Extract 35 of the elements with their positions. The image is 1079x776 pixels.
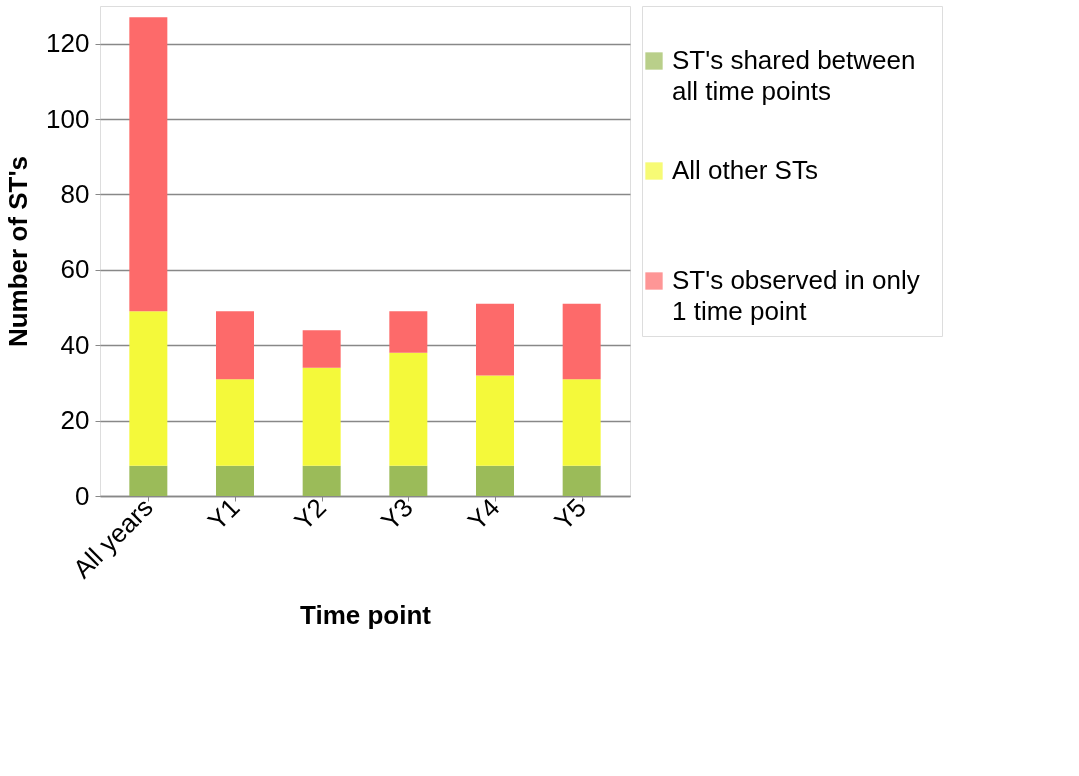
bar (302, 367, 341, 466)
bar (216, 379, 254, 466)
y-tick-label: 60 (60, 254, 90, 285)
bar (389, 352, 428, 466)
bar (302, 330, 341, 368)
legend-label: ST's observed in only 1 time point (672, 265, 920, 326)
y-tick-label: 100 (46, 103, 90, 134)
y-tick-label: 0 (75, 480, 90, 511)
y-axis-title: Number of ST's (3, 155, 34, 348)
bar (476, 303, 514, 376)
y-tick-label: 20 (60, 405, 90, 436)
bar (129, 465, 168, 496)
bar (389, 465, 428, 496)
bar (389, 311, 428, 353)
bar (302, 465, 341, 496)
x-tick-label: Y3 (375, 492, 419, 536)
y-tick-label: 80 (60, 178, 90, 209)
bar (216, 465, 254, 496)
y-tick-label: 40 (60, 329, 90, 360)
x-tick-label: Y5 (548, 492, 593, 536)
bar (562, 465, 601, 496)
bar (562, 379, 601, 466)
bar (476, 375, 514, 466)
bar (129, 17, 168, 312)
bar (476, 465, 514, 496)
legend-label: All other STs (672, 155, 818, 185)
bar (562, 303, 601, 380)
y-tick-label: 120 (46, 28, 90, 59)
bar (129, 311, 168, 466)
x-axis-title: Time point (300, 600, 432, 631)
x-tick-label: Y4 (461, 492, 506, 536)
x-tick-label: Y2 (288, 492, 333, 536)
bar (216, 311, 254, 380)
x-tick-label: Y1 (201, 492, 246, 536)
legend-label: ST's shared between all time points (672, 45, 916, 106)
